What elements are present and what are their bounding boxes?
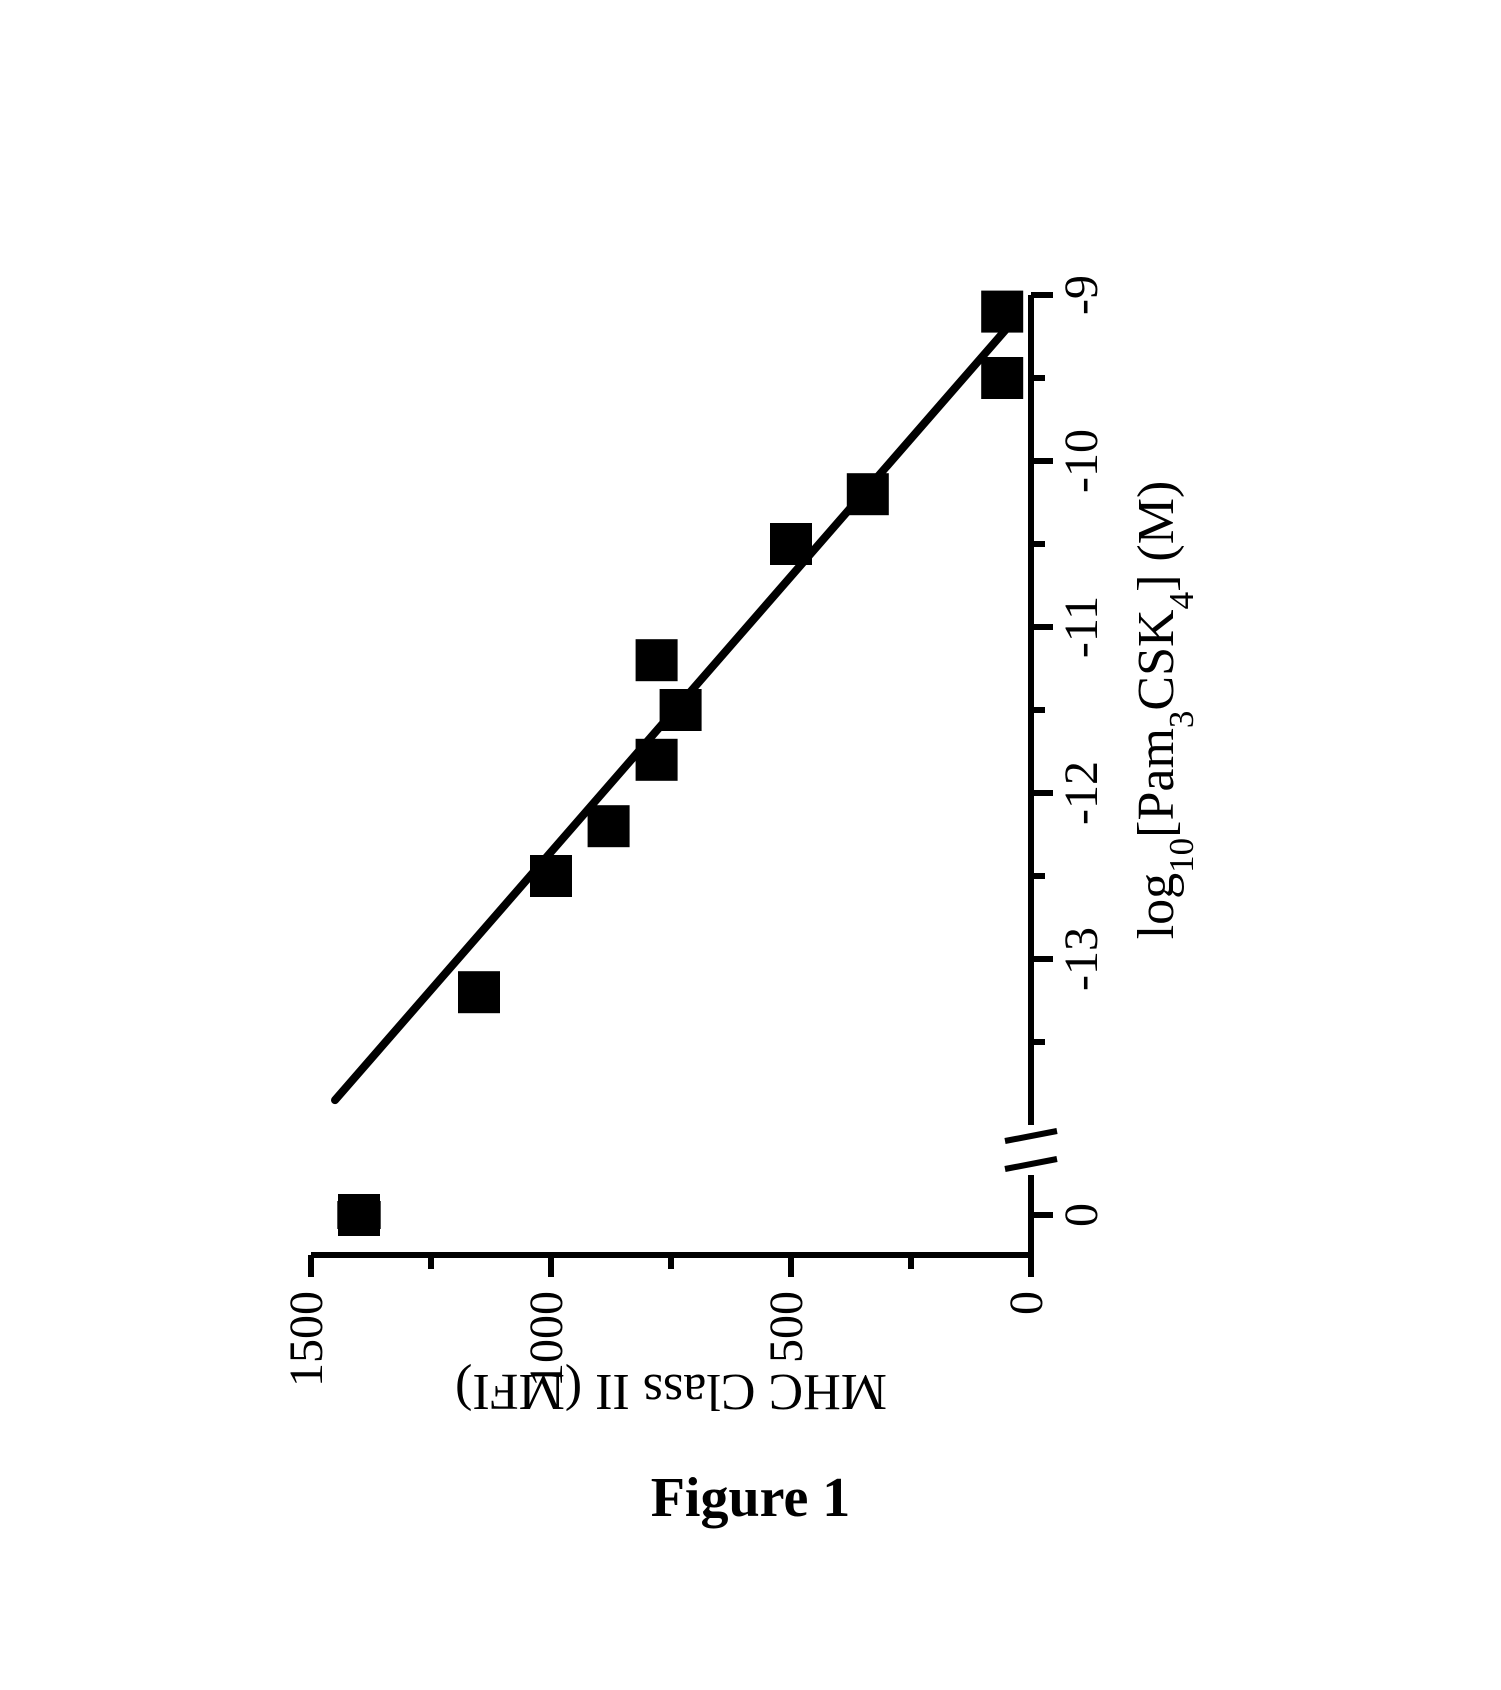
chart-rotated-wrapper: 0500100015000-13-12-11-10-9MHC Class II …: [271, 255, 1231, 1435]
svg-text:500: 500: [760, 1291, 813, 1363]
svg-text:-9: -9: [1055, 275, 1108, 315]
page: 0500100015000-13-12-11-10-9MHC Class II …: [0, 0, 1501, 1690]
svg-text:-10: -10: [1055, 429, 1108, 493]
figure-caption: Figure 1: [651, 1466, 851, 1530]
dose-response-chart: 0500100015000-13-12-11-10-9MHC Class II …: [271, 255, 1231, 1435]
x-axis-label: log10[Pam3CSK4] (M): [1128, 481, 1201, 940]
svg-text:0: 0: [1055, 1203, 1108, 1227]
svg-text:1500: 1500: [280, 1291, 333, 1387]
svg-text:-12: -12: [1055, 761, 1108, 825]
svg-text:-11: -11: [1055, 596, 1108, 658]
svg-text:0: 0: [1000, 1291, 1053, 1315]
y-axis-label: MHC Class II (MFI): [455, 1363, 887, 1420]
chart-container: 0500100015000-13-12-11-10-9MHC Class II …: [161, 365, 1341, 1325]
svg-text:-13: -13: [1055, 927, 1108, 991]
